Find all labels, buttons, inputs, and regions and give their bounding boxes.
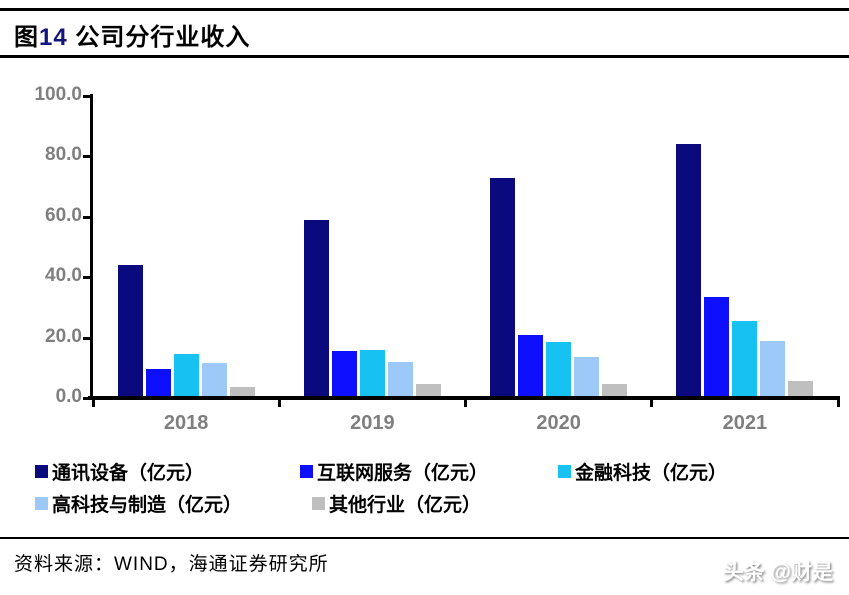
legend-item: 金融科技（亿元）: [558, 458, 727, 485]
bar-series-2: [732, 321, 758, 398]
x-category-label: 2018: [163, 412, 209, 434]
x-tick-mark: [650, 398, 654, 407]
x-category-label: 2019: [350, 412, 395, 434]
legend-label: 其他行业（亿元）: [329, 494, 482, 516]
chart-title-prefix: 图: [14, 24, 39, 51]
legend-swatch: [558, 464, 571, 478]
bar-group-2018: [93, 96, 279, 398]
bar-series-4: [602, 384, 628, 398]
bar-series-1: [331, 351, 357, 398]
bar-series-3: [760, 340, 786, 398]
bar-group-2021: [652, 96, 838, 398]
top-rule: [0, 8, 849, 11]
y-tick-label: 60.0: [45, 204, 82, 226]
legend-label: 通讯设备（亿元）: [52, 462, 205, 484]
bar-series-2: [546, 342, 572, 398]
bar-series-4: [415, 384, 441, 398]
y-tick-mark: [83, 336, 91, 340]
bar-series-1: [145, 369, 171, 398]
bar-series-3: [201, 363, 227, 398]
bar-series-0: [676, 144, 702, 398]
bar-series-1: [518, 334, 544, 398]
legend-row: 高科技与制造（亿元） 其他行业（亿元）: [35, 487, 825, 519]
title-divider: [0, 55, 849, 58]
x-tick-mark: [91, 398, 95, 407]
x-tick-mark: [836, 398, 840, 407]
bar-series-2: [359, 349, 385, 398]
legend-item: 互联网服务（亿元）: [300, 458, 558, 485]
bar-chart: 100.0 80.0 60.0 40.0 20.0 0.0 2018 2019 2020 202…: [0, 66, 849, 446]
chart-title-text: 公司分行业收入: [67, 24, 251, 51]
chart-title: 图14 公司分行业收入: [14, 17, 250, 52]
legend-item: 其他行业（亿元）: [312, 490, 481, 517]
chart-title-number: 14: [39, 24, 68, 51]
y-tick-label: 100.0: [34, 84, 82, 105]
legend: 通讯设备（亿元） 互联网服务（亿元） 金融科技（亿元） 高科技与制造（亿元） 其他行业（…: [35, 455, 825, 519]
watermark: 头条 @财是: [722, 561, 833, 584]
legend-row: 通讯设备（亿元） 互联网服务（亿元） 金融科技（亿元）: [35, 455, 825, 487]
legend-swatch: [312, 496, 325, 510]
bar-series-0: [117, 265, 143, 398]
bar-series-3: [574, 357, 600, 398]
y-tick-label: 20.0: [45, 325, 82, 347]
x-tick-mark: [277, 398, 281, 407]
source-note: 资料来源：WIND，海通证券研究所: [14, 554, 329, 575]
legend-swatch: [35, 496, 48, 510]
y-axis-line: [90, 94, 93, 400]
y-tick-label: 40.0: [45, 265, 82, 287]
bar-series-0: [490, 177, 516, 398]
bar-group-2019: [279, 96, 465, 398]
legend-item: 高科技与制造（亿元）: [35, 490, 312, 517]
legend-label: 金融科技（亿元）: [575, 462, 728, 484]
bar-series-3: [387, 361, 413, 398]
y-tick-label: 0.0: [55, 386, 82, 407]
bar-group-2020: [466, 96, 652, 398]
x-axis-line: [88, 396, 840, 400]
footer-rule: [0, 537, 849, 539]
x-axis-labels: 2018 2019 2020 2021: [93, 412, 838, 435]
bar-series-2: [173, 354, 199, 398]
y-tick-label: 80.0: [45, 144, 82, 166]
x-category-label: 2021: [722, 412, 768, 434]
x-tick-mark: [464, 398, 467, 407]
legend-item: 通讯设备（亿元）: [35, 458, 300, 485]
y-tick-mark: [83, 215, 91, 219]
y-tick-mark: [83, 95, 91, 98]
x-category-label: 2020: [536, 412, 581, 434]
bar-series-4: [229, 387, 255, 398]
y-tick-mark: [83, 155, 91, 159]
legend-label: 互联网服务（亿元）: [317, 462, 489, 484]
bar-series-1: [704, 296, 730, 398]
legend-label: 高科技与制造（亿元）: [52, 494, 243, 516]
y-tick-mark: [83, 276, 91, 280]
y-tick-mark: [83, 397, 91, 400]
bar-series-4: [788, 381, 814, 398]
legend-swatch: [35, 464, 48, 478]
bar-series-0: [303, 219, 329, 398]
legend-swatch: [300, 464, 313, 478]
plot-area: [93, 96, 838, 398]
